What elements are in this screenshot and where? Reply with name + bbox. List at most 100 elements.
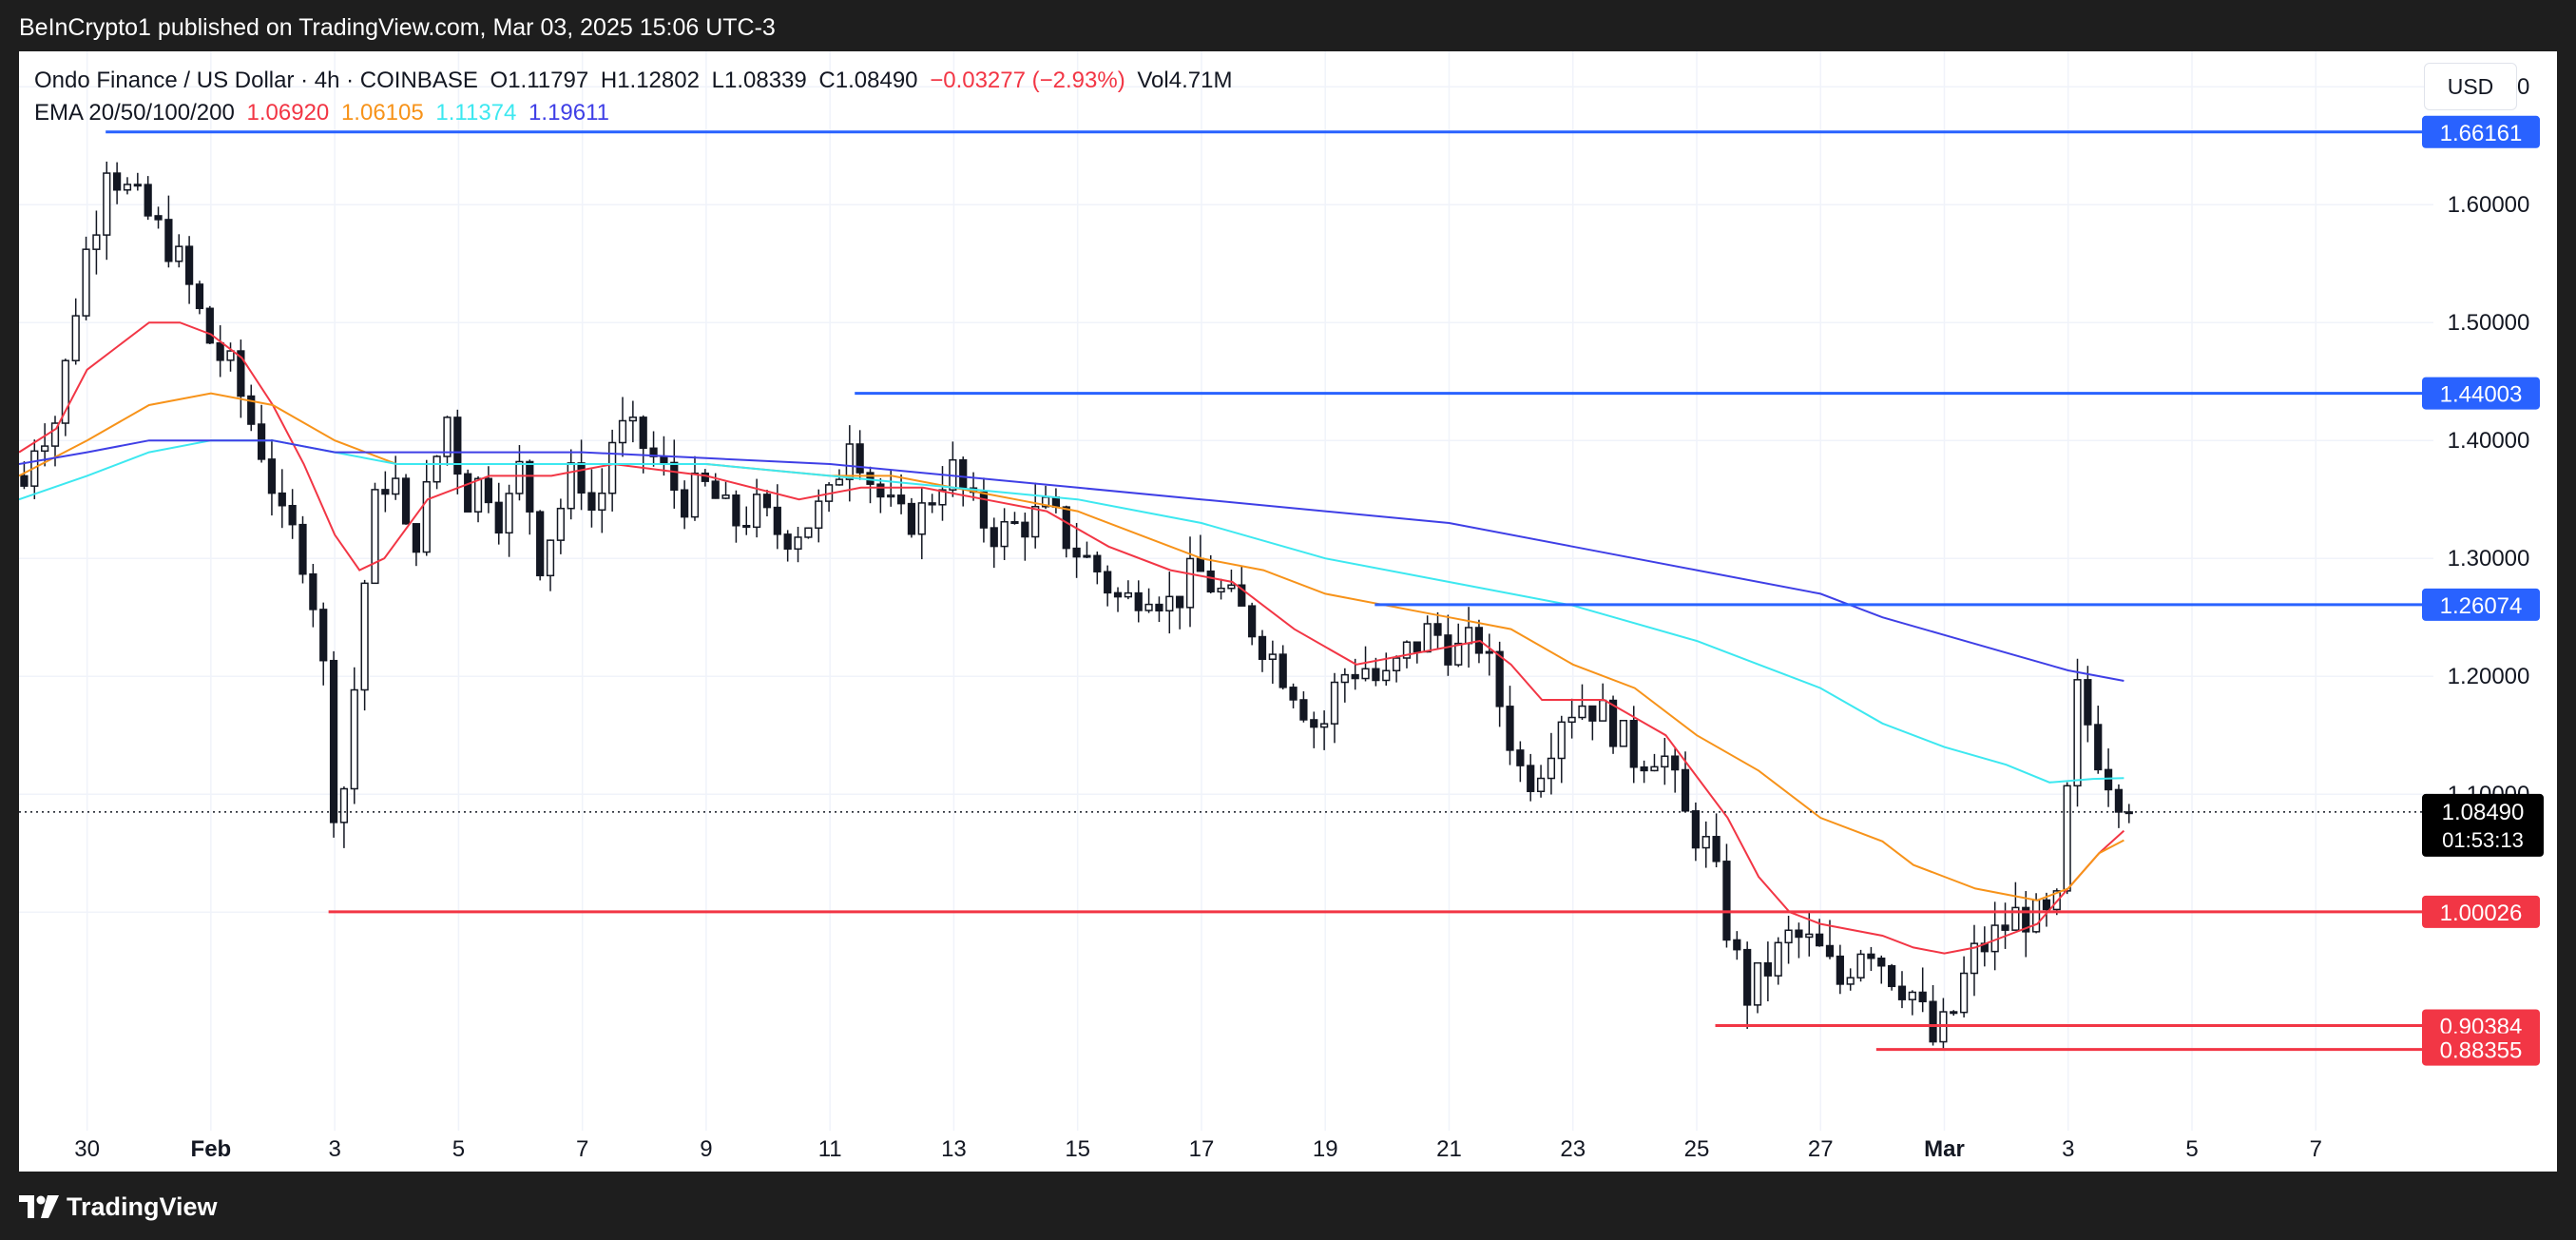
candle-up: [1701, 836, 1710, 849]
candle-down: [309, 572, 317, 610]
x-tick-label: 13: [941, 1136, 967, 1162]
resistance-level-label: 1.26074: [2440, 593, 2523, 619]
y-tick-label: 1.60000: [2448, 192, 2530, 218]
candle-down: [144, 184, 152, 217]
low-label: L: [711, 68, 724, 93]
candle-up: [1753, 961, 1762, 1006]
candle-up: [2063, 785, 2071, 892]
candle-down: [184, 245, 194, 285]
candle-up: [2031, 899, 2041, 933]
candle-down: [1289, 687, 1298, 701]
candle-down: [670, 461, 679, 491]
candle-up: [917, 502, 926, 535]
candle-down: [1072, 547, 1081, 558]
candle-down: [773, 506, 781, 535]
candle-down: [1671, 755, 1680, 771]
currency-button[interactable]: USD: [2424, 63, 2517, 110]
candle-up: [226, 350, 235, 361]
candle-down: [247, 395, 256, 425]
change-value: −0.03277 (−2.93%): [930, 68, 1125, 93]
candle-up: [556, 507, 565, 541]
candle-down: [783, 533, 792, 551]
candle-down: [1010, 520, 1019, 524]
close-label: C: [818, 68, 836, 93]
candle-down: [401, 477, 411, 525]
candle-down: [494, 501, 503, 534]
candle-down: [1825, 944, 1835, 958]
symbol-title[interactable]: Ondo Finance / US Dollar · 4h · COINBASE: [34, 68, 478, 93]
candle-down: [762, 494, 772, 509]
candle-down: [453, 417, 462, 475]
candle-up: [1402, 641, 1412, 659]
candle-down: [1495, 650, 1504, 707]
x-tick-label: Mar: [1924, 1136, 1965, 1162]
candle-up: [392, 477, 400, 495]
candle-up: [1392, 657, 1401, 671]
candle-down: [1640, 766, 1648, 772]
candle-up: [1268, 653, 1277, 660]
candle-up: [515, 460, 524, 494]
candle-up: [835, 478, 844, 486]
ohlc-legend-row: Ondo Finance / US Dollar · 4h · COINBASE…: [34, 65, 1232, 97]
price-chart[interactable]: 30Feb3579111315171921232527Mar3571.70000…: [19, 51, 2557, 1172]
candle-up: [1361, 668, 1370, 680]
candle-down: [1867, 953, 1875, 959]
candle-up: [887, 494, 895, 498]
candle-down: [1516, 749, 1525, 766]
x-tick-label: 17: [1189, 1136, 1215, 1162]
candle-down: [1351, 673, 1359, 680]
candle-up: [350, 688, 358, 790]
candle-down: [1444, 634, 1452, 666]
candle-down: [1413, 641, 1421, 653]
candle-up: [2073, 679, 2082, 787]
candle-down: [1104, 571, 1112, 594]
x-tick-label: 5: [452, 1136, 465, 1162]
ema200-line: [19, 439, 2124, 682]
high-value: 1.12802: [617, 68, 700, 93]
candle-down: [1258, 635, 1267, 660]
candle-up: [505, 493, 513, 534]
candle-down: [278, 492, 286, 507]
chart-panel[interactable]: 30Feb3579111315171921232527Mar3571.70000…: [19, 51, 2557, 1172]
candle-down: [1888, 964, 1896, 988]
current-price-label: 1.08490: [2442, 800, 2525, 825]
candle-up: [433, 455, 441, 483]
candle-down: [412, 523, 421, 553]
open-value: 1.11797: [508, 68, 589, 93]
x-tick-label: 30: [74, 1136, 100, 1162]
candle-up: [804, 527, 813, 538]
candle-down: [711, 480, 720, 499]
candle-up: [175, 245, 183, 262]
candle-up: [690, 472, 700, 518]
candle-down: [2094, 724, 2103, 771]
candle-down: [577, 462, 586, 494]
support-level-badge: [2422, 1033, 2540, 1066]
candle-down: [1433, 623, 1442, 636]
candle-up: [1464, 627, 1473, 645]
candle-up: [1599, 699, 1607, 722]
ema-indicator-label[interactable]: EMA 20/50/100/200: [34, 100, 235, 126]
candle-up: [752, 494, 761, 529]
x-tick-label: 27: [1808, 1136, 1834, 1162]
candle-down: [1238, 584, 1246, 607]
candle-up: [2124, 811, 2133, 815]
candle-up: [1083, 554, 1091, 558]
ema200-value: 1.19611: [529, 100, 610, 126]
candle-up: [608, 441, 617, 494]
candle-countdown: 01:53:13: [2442, 828, 2524, 852]
candle-down: [329, 659, 338, 823]
candle-down: [267, 458, 277, 494]
candle-down: [742, 525, 751, 529]
candle-down: [1763, 961, 1772, 977]
candle-down: [164, 219, 173, 262]
candle-up: [1320, 723, 1329, 728]
x-tick-label: 15: [1065, 1136, 1090, 1162]
candle-down: [1629, 720, 1638, 768]
current-price-badge: [2422, 793, 2544, 857]
candle-up: [92, 234, 101, 250]
published-header: BeInCrypto1 published on TradingView.com…: [0, 0, 2576, 51]
candle-down: [1722, 861, 1731, 941]
candle-down: [1795, 929, 1803, 939]
candle-down: [1134, 591, 1143, 611]
candle-down: [732, 494, 740, 527]
